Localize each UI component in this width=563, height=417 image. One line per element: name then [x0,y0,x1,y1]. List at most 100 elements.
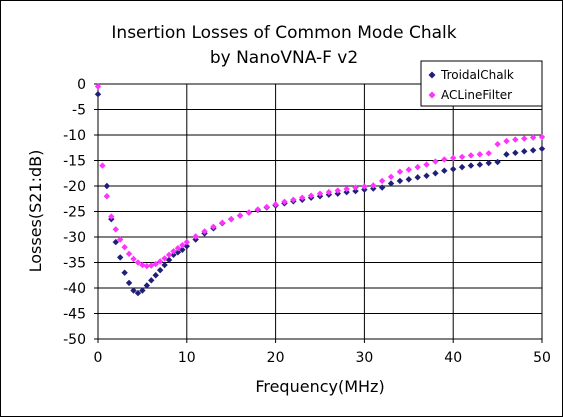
data-point-aclinefilter [117,236,124,243]
data-point-aclinefilter [103,193,111,200]
x-tick-label: 30 [355,350,373,366]
data-point-aclinefilter [423,161,430,168]
data-point-aclinefilter [503,137,510,145]
data-point-aclinefilter [121,244,128,251]
data-point-troidalchalk [450,165,457,173]
data-point-aclinefilter [179,241,186,249]
data-point-aclinefilter [183,238,190,246]
data-point-aclinefilter [529,134,537,141]
data-point-troidalchalk [161,261,168,269]
x-tick-label: 0 [94,350,103,366]
grid-lines [94,83,543,343]
data-point-troidalchalk [521,148,528,155]
legend-marker-aclinefilter [428,91,436,99]
data-point-troidalchalk [387,180,395,187]
data-point-troidalchalk [152,272,159,279]
data-point-aclinefilter [485,150,492,157]
data-point-troidalchalk [148,277,155,284]
data-point-aclinefilter [521,135,528,142]
legend-box [420,60,543,107]
data-point-aclinefilter [538,133,546,141]
data-point-aclinefilter [192,233,199,240]
data-point-troidalchalk [538,145,546,152]
data-point-aclinefilter [467,152,475,159]
chart-subtitle: by NanoVNA-F v2 [210,48,358,68]
data-point-aclinefilter [125,250,133,258]
x-axis-label: Frequency(MHz) [255,377,384,396]
data-point-aclinefilter [245,209,253,216]
y-tick-label: -35 [63,256,86,272]
data-point-aclinefilter [236,212,244,219]
data-point-aclinefilter [458,153,466,161]
data-point-troidalchalk [103,182,111,190]
data-point-troidalchalk [112,238,119,246]
data-point-aclinefilter [108,213,115,220]
y-tick-label: -5 [72,103,86,119]
data-point-troidalchalk [130,287,137,294]
data-point-troidalchalk [467,162,475,169]
data-point-aclinefilter [112,226,119,233]
data-point-aclinefilter [281,198,288,206]
y-tick-label: -45 [63,307,86,323]
data-point-aclinefilter [494,140,501,148]
data-point-aclinefilter [201,228,208,235]
data-point-aclinefilter [152,260,159,268]
y-tick-label: 0 [77,77,86,93]
data-point-aclinefilter [156,258,164,265]
data-point-aclinefilter [272,201,279,208]
data-point-troidalchalk [494,158,501,166]
data-point-aclinefilter [165,251,173,259]
data-point-aclinefilter [450,154,457,162]
x-tick-label: 10 [178,350,196,366]
y-tick-label: -40 [63,281,86,297]
data-point-aclinefilter [290,196,297,203]
data-point-troidalchalk [156,266,164,274]
data-point-aclinefilter [174,245,182,252]
y-axis-label: Losses(S21:dB) [26,150,45,273]
data-point-troidalchalk [174,249,182,256]
data-point-troidalchalk [117,254,124,261]
data-point-aclinefilter [143,262,151,270]
data-point-troidalchalk [441,167,448,174]
data-point-aclinefilter [414,163,421,171]
data-point-troidalchalk [378,184,386,191]
data-point-troidalchalk [170,251,177,259]
y-tick-label: -30 [63,230,86,246]
data-point-troidalchalk [423,172,430,179]
data-point-troidalchalk [121,269,128,276]
y-tick-label: -25 [63,205,86,221]
data-point-aclinefilter [316,190,324,197]
data-point-aclinefilter [228,215,235,223]
data-point-aclinefilter [343,185,350,193]
data-point-aclinefilter [405,166,412,173]
data-point-aclinefilter [352,184,359,191]
data-point-aclinefilter [476,151,484,158]
data-point-aclinefilter [210,223,217,230]
data-point-troidalchalk [529,147,537,154]
data-point-aclinefilter [148,262,155,269]
data-point-aclinefilter [170,248,177,255]
data-point-aclinefilter [94,83,102,90]
data-point-aclinefilter [325,188,333,196]
y-tick-label: -15 [63,154,86,170]
chart-title: Insertion Losses of Common Mode Chalk [111,23,456,43]
data-point-troidalchalk [476,161,484,168]
data-point-aclinefilter [387,173,395,181]
data-point-troidalchalk [396,177,404,185]
legend-label-aclinefilter: ACLineFilter [441,88,512,102]
y-tick-label: -50 [63,332,86,348]
data-point-aclinefilter [99,162,106,169]
data-point-troidalchalk [432,170,439,177]
data-point-troidalchalk [485,159,492,167]
data-point-aclinefilter [432,158,439,165]
data-point-aclinefilter [396,168,404,175]
data-point-troidalchalk [503,151,510,158]
legend-label-troidalchalk: TroidalChalk [440,68,514,82]
y-tick-label: -20 [63,179,86,195]
data-point-aclinefilter [334,187,341,194]
legend: TroidalChalk ACLineFilter [420,60,543,107]
data-point-troidalchalk [352,187,359,195]
legend-marker-troidalchalk [428,71,436,79]
y-tick-label: -10 [63,128,86,144]
